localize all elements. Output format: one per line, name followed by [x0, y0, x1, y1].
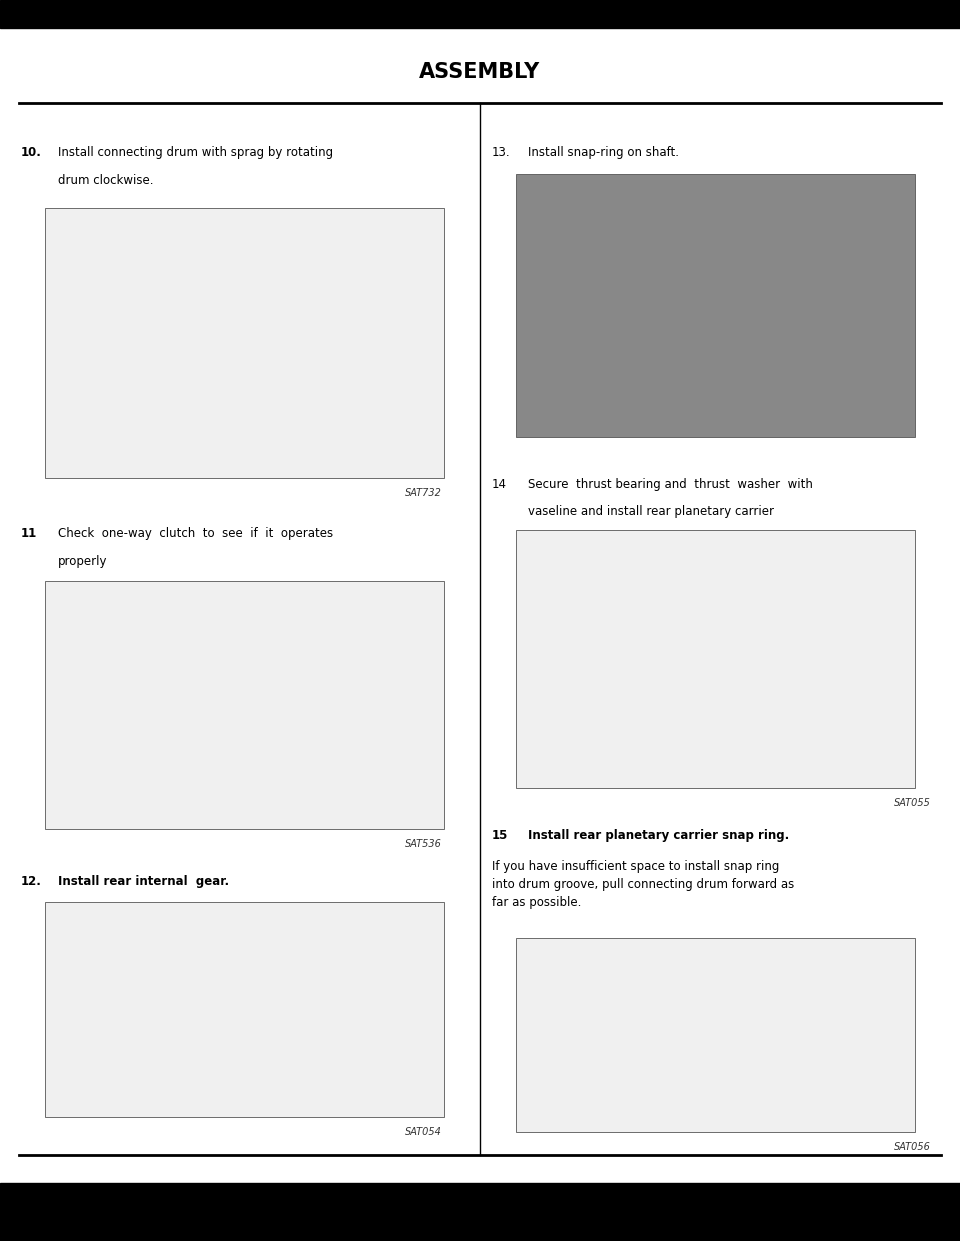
Text: 15: 15: [492, 829, 508, 841]
Text: AT-52: AT-52: [455, 1196, 505, 1214]
Text: Install rear planetary carrier snap ring.: Install rear planetary carrier snap ring…: [528, 829, 789, 841]
Text: 14: 14: [492, 478, 507, 490]
Bar: [0, 1183, 960, 1241]
Bar: [45, 902, 444, 1117]
Text: vaseline and install rear planetary carrier: vaseline and install rear planetary carr…: [528, 505, 774, 517]
Bar: [0, 0, 960, 29]
Text: SAT055: SAT055: [895, 798, 931, 808]
Text: Secure  thrust bearing and  thrust  washer  with: Secure thrust bearing and thrust washer …: [528, 478, 813, 490]
Text: properly: properly: [58, 555, 108, 567]
Bar: [516, 938, 915, 1132]
Text: Install connecting drum with sprag by rotating: Install connecting drum with sprag by ro…: [58, 146, 333, 159]
Bar: [516, 530, 915, 788]
Text: SAT536: SAT536: [405, 839, 442, 849]
Bar: [45, 581, 444, 829]
Text: carmanualsonline.info: carmanualsonline.info: [828, 1225, 936, 1235]
Text: 11: 11: [21, 527, 37, 540]
Text: 12.: 12.: [21, 875, 42, 887]
Text: ASSEMBLY: ASSEMBLY: [420, 62, 540, 82]
Text: SAT732: SAT732: [405, 488, 442, 498]
Text: 10.: 10.: [21, 146, 42, 159]
Bar: [516, 174, 915, 437]
Text: Install snap-ring on shaft.: Install snap-ring on shaft.: [528, 146, 679, 159]
Text: SAT056: SAT056: [895, 1142, 931, 1152]
Text: SAT054: SAT054: [405, 1127, 442, 1137]
Text: If you have insufficient space to install snap ring
into drum groove, pull conne: If you have insufficient space to instal…: [492, 860, 794, 908]
Bar: [45, 208, 444, 478]
Text: 13.: 13.: [492, 146, 510, 159]
Text: drum clockwise.: drum clockwise.: [58, 174, 153, 186]
Text: Install rear internal  gear.: Install rear internal gear.: [58, 875, 228, 887]
Text: Check  one-way  clutch  to  see  if  it  operates: Check one-way clutch to see if it operat…: [58, 527, 333, 540]
